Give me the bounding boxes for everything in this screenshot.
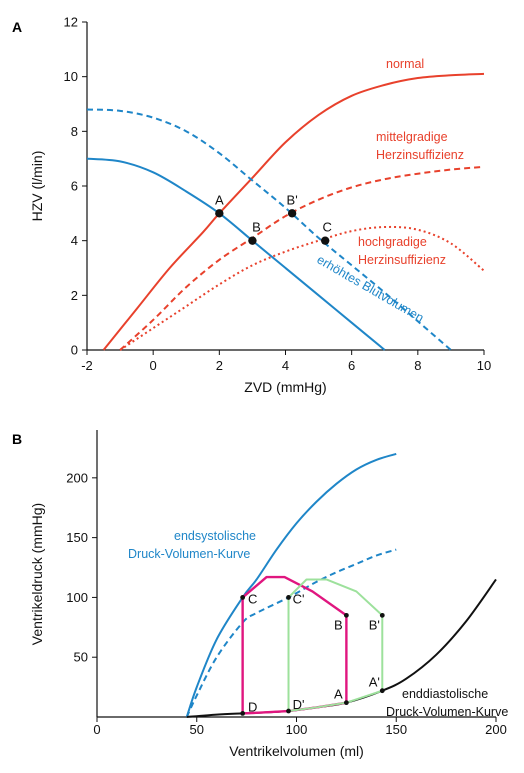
- y-axis-title: Ventrikeldruck (mmHg): [29, 503, 45, 645]
- x-tick-label: 0: [150, 358, 157, 373]
- panel-b: B 0 50 100 150 200 50 100 150 200 Ventrikelvolume…: [12, 430, 508, 759]
- x-tick-label: 8: [414, 358, 421, 373]
- x-tick-label: 50: [190, 722, 204, 737]
- y-tick-label: 150: [66, 530, 88, 545]
- point-marker: [286, 595, 291, 600]
- series-line-2: [119, 165, 485, 351]
- point-marker: [343, 700, 349, 706]
- point-marker: [379, 612, 385, 618]
- point-label: C: [323, 220, 332, 235]
- point-label: B: [252, 220, 261, 235]
- x-tick-label: 4: [282, 358, 289, 373]
- panel-a-series: [86, 72, 485, 351]
- point-marker: [240, 595, 246, 600]
- point-marker: [287, 209, 297, 218]
- annotation-hoch-line2: Herzinsuffizienz: [358, 253, 446, 267]
- point-label: B': [369, 617, 380, 632]
- panel-b-points: A B C D A' B' C' D': [240, 591, 385, 716]
- point-marker: [286, 708, 291, 714]
- series-line-1: [102, 72, 485, 351]
- point-label: D': [293, 697, 305, 712]
- y-tick-label: 6: [71, 179, 78, 194]
- x-tick-label: 2: [216, 358, 223, 373]
- series-line-2: [185, 548, 397, 718]
- panel-a-letter: A: [12, 19, 22, 35]
- x-tick-label: 150: [385, 722, 407, 737]
- series-line-5: [86, 108, 452, 351]
- annotation-hoch-line1: hochgradige: [358, 235, 427, 249]
- y-tick-label: 50: [74, 650, 88, 665]
- point-label: B: [334, 617, 343, 632]
- annotation-mittel-line1: mittelgradige: [376, 130, 448, 144]
- x-axis-title: Ventrikelvolumen (ml): [229, 743, 364, 759]
- panel-b-axes: 0 50 100 150 200 50 100 150 200 Ventrikelvolumen …: [29, 430, 507, 759]
- series-line-5: [287, 578, 384, 713]
- annotation-endsystolisch-line2: Druck-Volumen-Kurve: [128, 547, 250, 561]
- annotation-mittel-line2: Herzinsuffizienz: [376, 148, 464, 162]
- point-label: C': [293, 591, 305, 606]
- point-marker: [215, 209, 224, 218]
- y-tick-label: 100: [66, 590, 88, 605]
- point-marker: [321, 236, 330, 245]
- point-label: A: [215, 192, 224, 207]
- y-axis-title: HZV (l/min): [29, 151, 45, 222]
- x-tick-label: 100: [286, 722, 308, 737]
- x-tick-label: 10: [477, 358, 491, 373]
- point-marker: [379, 688, 385, 694]
- y-tick-label: 4: [71, 233, 78, 248]
- series-line-3: [119, 225, 485, 351]
- annotation-normal: normal: [386, 57, 424, 71]
- point-label: D: [248, 699, 257, 714]
- annotation-enddiastolisch-line1: enddiastolische: [402, 687, 488, 701]
- panel-a-points: A B B' C: [215, 192, 332, 245]
- point-marker: [248, 236, 257, 245]
- y-tick-label: 2: [71, 288, 78, 303]
- y-tick-label: 8: [71, 124, 78, 139]
- y-tick-label: 200: [66, 470, 88, 485]
- point-marker: [343, 612, 349, 618]
- y-tick-label: 12: [64, 15, 78, 30]
- annotation-endsystolisch-line1: endsystolische: [174, 529, 256, 543]
- x-tick-label: -2: [81, 358, 93, 373]
- point-label: A': [369, 675, 380, 690]
- point-label: B': [287, 192, 298, 207]
- y-tick-label: 0: [71, 343, 78, 358]
- point-label: A: [334, 687, 343, 702]
- panel-b-series: [185, 452, 497, 718]
- x-tick-label: 6: [348, 358, 355, 373]
- point-label: C: [248, 591, 257, 606]
- annotation-enddiastolisch-line2: Druck-Volumen-Kurve: [386, 705, 508, 719]
- series-line-4: [86, 157, 386, 351]
- point-marker: [240, 711, 246, 716]
- x-axis-title: ZVD (mmHg): [244, 379, 326, 395]
- series-line-1: [185, 452, 397, 718]
- y-tick-label: 10: [64, 69, 78, 84]
- x-tick-label: 0: [93, 722, 100, 737]
- panel-b-letter: B: [12, 431, 22, 447]
- x-tick-label: 200: [485, 722, 507, 737]
